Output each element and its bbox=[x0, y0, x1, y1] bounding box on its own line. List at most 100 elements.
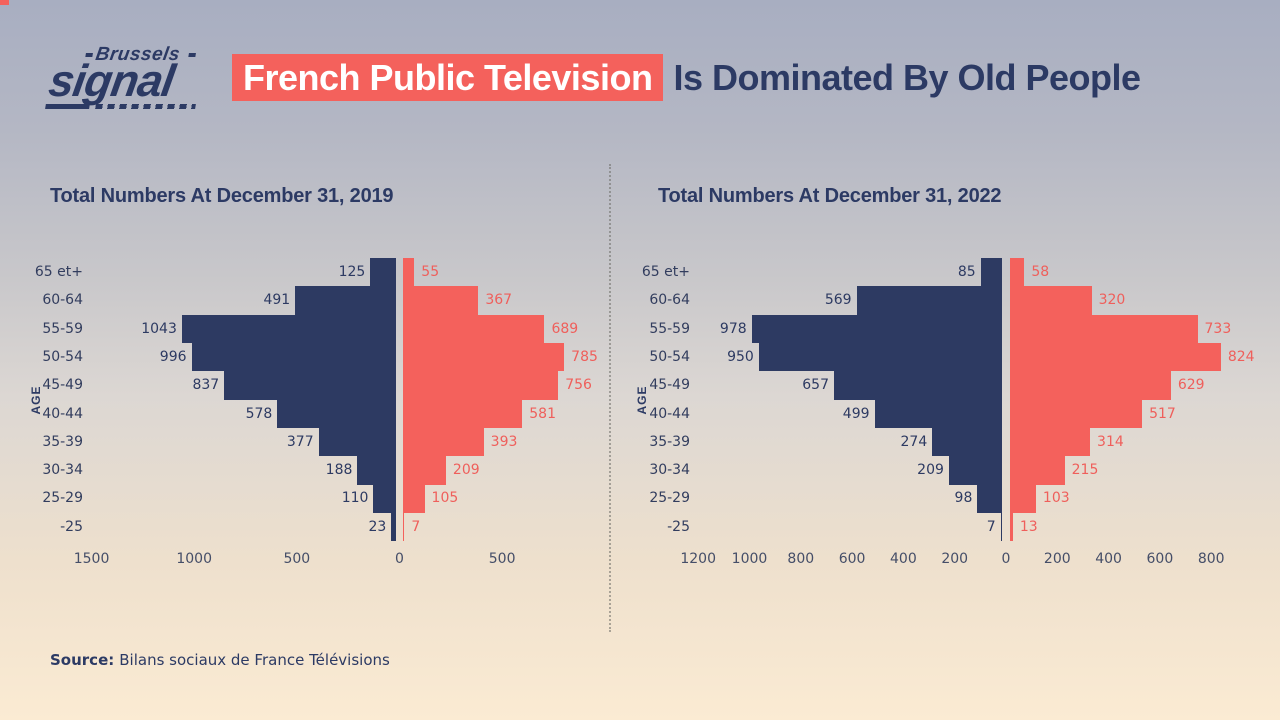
x-axis-tick: 500 bbox=[488, 551, 516, 567]
x-axis-tick: 600 bbox=[838, 551, 866, 567]
right-bar bbox=[1009, 399, 1143, 429]
age-label: 45-49 bbox=[42, 377, 83, 394]
brand-name-main: signal bbox=[45, 55, 178, 106]
age-label: 60-64 bbox=[649, 292, 690, 309]
left-bar-value: 996 bbox=[159, 348, 187, 365]
left-bar bbox=[373, 484, 396, 513]
logo-underline-icon bbox=[45, 104, 90, 109]
age-label: 65 et+ bbox=[34, 264, 83, 280]
right-bar-value: 13 bbox=[1019, 518, 1038, 535]
left-bar-value: 110 bbox=[341, 490, 369, 507]
left-bar bbox=[833, 371, 1003, 400]
age-label: 50-54 bbox=[42, 348, 83, 365]
age-label: 35-39 bbox=[42, 433, 83, 450]
left-bar-value: 125 bbox=[338, 264, 366, 280]
x-axis-tick: 400 bbox=[890, 551, 917, 567]
left-bar-value: 657 bbox=[802, 377, 829, 394]
right-bar bbox=[403, 371, 559, 400]
left-bar-value: 209 bbox=[917, 462, 944, 479]
left-bar bbox=[191, 342, 396, 372]
right-bar-value: 689 bbox=[551, 320, 579, 337]
chart-title: Total Numbers At December 31, 2022 bbox=[658, 185, 1002, 207]
left-bar-value: 274 bbox=[900, 433, 928, 450]
page-title-rest: Is Dominated By Old People bbox=[673, 57, 1141, 98]
chart-2022: Total Numbers At December 31, 2022 AGE 65 … bbox=[630, 170, 1278, 595]
right-bar-value: 55 bbox=[421, 264, 440, 280]
age-label: 40-44 bbox=[42, 405, 83, 422]
right-bar-value: 629 bbox=[1177, 377, 1205, 394]
right-bar bbox=[1009, 258, 1025, 287]
left-bar-value: 837 bbox=[192, 377, 220, 394]
age-label: 45-49 bbox=[649, 377, 690, 394]
logo-dashes-icon bbox=[95, 104, 196, 109]
right-bar bbox=[1009, 342, 1221, 372]
x-axis-tick: 1000 bbox=[731, 551, 768, 567]
left-bar-value: 499 bbox=[842, 405, 870, 422]
x-axis-tick: 0 bbox=[395, 551, 404, 567]
right-bar bbox=[1009, 371, 1171, 400]
right-bar-value: 103 bbox=[1042, 490, 1070, 507]
source-text: Bilans sociaux de France Télévisions bbox=[119, 651, 390, 669]
right-bar-value: 105 bbox=[431, 490, 459, 507]
page-title: French Public Television Is Dominated By… bbox=[232, 54, 1141, 101]
age-label: 60-64 bbox=[42, 292, 83, 309]
left-bar bbox=[1000, 512, 1003, 542]
left-bar bbox=[751, 314, 1003, 344]
x-axis-tick: 400 bbox=[1095, 551, 1122, 567]
left-bar-value: 578 bbox=[245, 405, 273, 422]
right-bar bbox=[403, 456, 446, 485]
age-label: -25 bbox=[667, 518, 690, 535]
right-bar-value: 320 bbox=[1098, 292, 1126, 309]
left-bar bbox=[948, 456, 1003, 485]
left-bar-value: 950 bbox=[727, 348, 754, 365]
x-axis-tick: 1200 bbox=[680, 551, 716, 567]
left-bar bbox=[295, 286, 396, 315]
right-bar bbox=[403, 427, 484, 457]
page-title-highlight: French Public Television bbox=[232, 54, 664, 101]
left-bar bbox=[874, 399, 1003, 429]
right-bar bbox=[403, 314, 545, 344]
right-bar bbox=[1009, 427, 1091, 457]
right-bar-value: 215 bbox=[1071, 462, 1099, 479]
right-bar bbox=[403, 512, 405, 542]
left-bar bbox=[370, 258, 396, 287]
left-bar-value: 978 bbox=[719, 320, 747, 337]
x-axis-tick: 500 bbox=[283, 551, 311, 567]
left-bar bbox=[980, 258, 1003, 287]
right-bar bbox=[1009, 512, 1013, 542]
source-line: Source: Bilans sociaux de France Télévisi… bbox=[50, 651, 390, 669]
age-label: 55-59 bbox=[42, 320, 83, 337]
x-axis-tick: 200 bbox=[1043, 551, 1071, 567]
right-bar-value: 581 bbox=[529, 405, 556, 422]
x-axis-tick: 200 bbox=[941, 551, 969, 567]
left-bar-value: 85 bbox=[957, 264, 976, 280]
left-bar-value: 377 bbox=[286, 433, 314, 450]
left-bar bbox=[856, 286, 1003, 315]
right-bar bbox=[403, 342, 565, 372]
left-bar-value: 491 bbox=[263, 292, 291, 309]
age-label: 35-39 bbox=[649, 433, 690, 450]
x-axis-tick: 800 bbox=[787, 551, 815, 567]
left-bar-value: 7 bbox=[986, 518, 996, 535]
brand-logo: Brussels signal bbox=[42, 42, 223, 114]
charts-divider bbox=[609, 164, 611, 632]
right-bar bbox=[403, 258, 415, 287]
age-label: 30-34 bbox=[649, 462, 690, 479]
right-bar-value: 209 bbox=[452, 462, 480, 479]
right-bar-value: 393 bbox=[490, 433, 518, 450]
chart-2019: Total Numbers At December 31, 2019 AGE 65 … bbox=[29, 170, 615, 595]
left-bar-value: 569 bbox=[824, 292, 852, 309]
left-bar bbox=[318, 427, 396, 457]
x-axis-tick: 1500 bbox=[73, 551, 110, 567]
right-bar-value: 785 bbox=[571, 348, 598, 365]
left-bar bbox=[357, 456, 396, 485]
right-bar-value: 824 bbox=[1227, 348, 1255, 365]
right-bar bbox=[1009, 456, 1065, 485]
chart-title: Total Numbers At December 31, 2019 bbox=[50, 185, 394, 207]
age-label: 25-29 bbox=[649, 490, 690, 507]
right-bar-value: 58 bbox=[1031, 264, 1050, 280]
x-axis-tick: 0 bbox=[1001, 551, 1011, 567]
left-bar bbox=[758, 342, 1003, 372]
x-axis-tick: 1000 bbox=[176, 551, 212, 567]
